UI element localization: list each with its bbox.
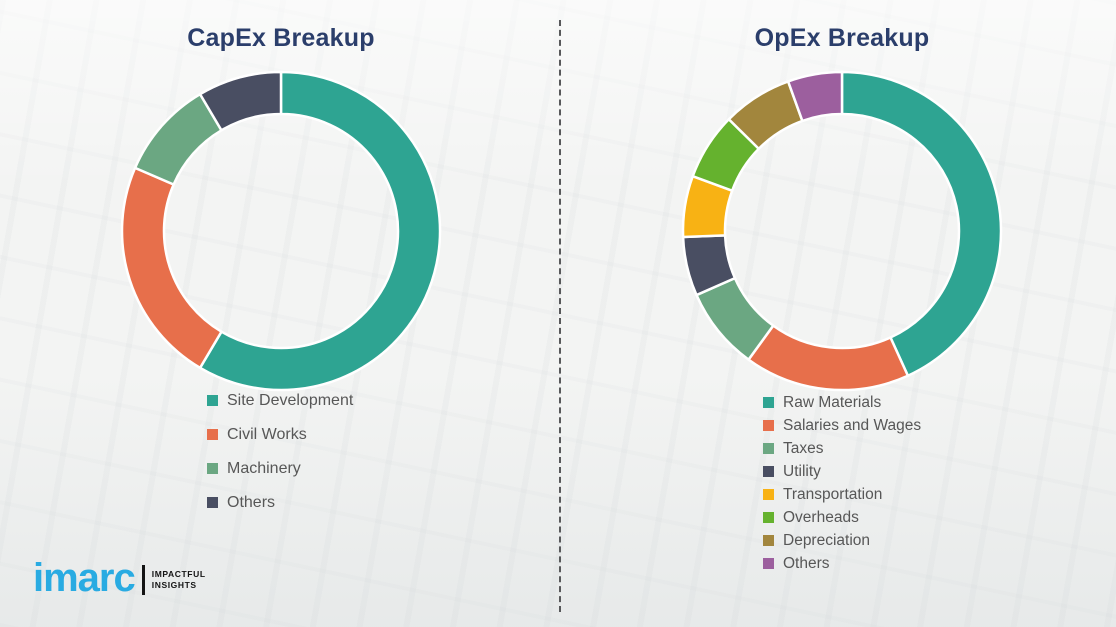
legend-label: Others: [227, 494, 276, 511]
donut-segment-others: [198, 70, 283, 132]
legend-swatch-civil-works: [207, 429, 218, 440]
legend-item-utility: Utility: [763, 462, 921, 481]
legend-item-salaries-and-wages: Salaries and Wages: [763, 416, 921, 435]
legend-swatch-others: [207, 497, 218, 508]
legend-label: Site Development: [227, 392, 354, 409]
opex-legend: Raw Materials Salaries and Wages Taxes Util…: [763, 393, 921, 577]
legend-label: Machinery: [227, 460, 301, 477]
imarc-logo: imarc IMPACTFUL INSIGHTS: [33, 558, 206, 598]
opex-chart-title: OpEx Breakup: [754, 24, 930, 52]
legend-label: Overheads: [783, 509, 859, 526]
legend-swatch-machinery: [207, 463, 218, 474]
legend-label: Taxes: [783, 440, 824, 457]
legend-label: Salaries and Wages: [783, 417, 922, 434]
capex-chart-title: CapEx Breakup: [187, 24, 375, 52]
donut-segment-site-development: [198, 70, 442, 392]
legend-item-others: Others: [763, 554, 921, 573]
legend-item-site-development: Site Development: [207, 391, 353, 410]
donut-segment-others: [786, 70, 844, 123]
donut-segment-civil-works: [120, 166, 223, 370]
legend-swatch-site-development: [207, 395, 218, 406]
legend-swatch-raw-materials: [763, 397, 774, 408]
legend-swatch-taxes: [763, 443, 774, 454]
imarc-logo-wordmark: imarc: [33, 556, 136, 600]
imarc-tagline-line2: INSIGHTS: [151, 580, 197, 590]
legend-item-machinery: Machinery: [207, 459, 353, 478]
legend-swatch-transportation: [763, 489, 774, 500]
legend-label: Utility: [783, 463, 821, 480]
legend-swatch-overheads: [763, 512, 774, 523]
legend-item-taxes: Taxes: [763, 439, 921, 458]
legend-swatch-depreciation: [763, 535, 774, 546]
imarc-logo-tagline: IMPACTFUL INSIGHTS: [152, 569, 206, 590]
legend-swatch-salaries-and-wages: [763, 420, 774, 431]
legend-label: Transportation: [783, 486, 883, 503]
imarc-tagline-line1: IMPACTFUL: [151, 569, 206, 580]
legend-item-depreciation: Depreciation: [763, 531, 921, 550]
legend-item-others: Others: [207, 493, 353, 512]
opex-donut-chart: [681, 70, 1003, 392]
legend-label: Depreciation: [783, 532, 871, 549]
legend-label: Civil Works: [227, 426, 307, 443]
donut-segment-salaries-and-wages: [747, 324, 910, 392]
legend-item-transportation: Transportation: [763, 485, 921, 504]
legend-item-overheads: Overheads: [763, 508, 921, 527]
legend-item-civil-works: Civil Works: [207, 425, 353, 444]
legend-swatch-utility: [763, 466, 774, 477]
legend-swatch-others: [763, 558, 774, 569]
legend-label: Others: [783, 555, 830, 572]
legend-item-raw-materials: Raw Materials: [763, 393, 921, 412]
capex-donut-chart: [120, 70, 442, 392]
imarc-logo-divider-bar: [141, 565, 145, 595]
donut-segment-raw-materials: [840, 70, 1003, 377]
capex-legend: Site Development Civil Works Machinery Othe…: [207, 391, 353, 527]
section-divider-dashed-line: [559, 20, 561, 612]
legend-label: Raw Materials: [783, 394, 882, 411]
